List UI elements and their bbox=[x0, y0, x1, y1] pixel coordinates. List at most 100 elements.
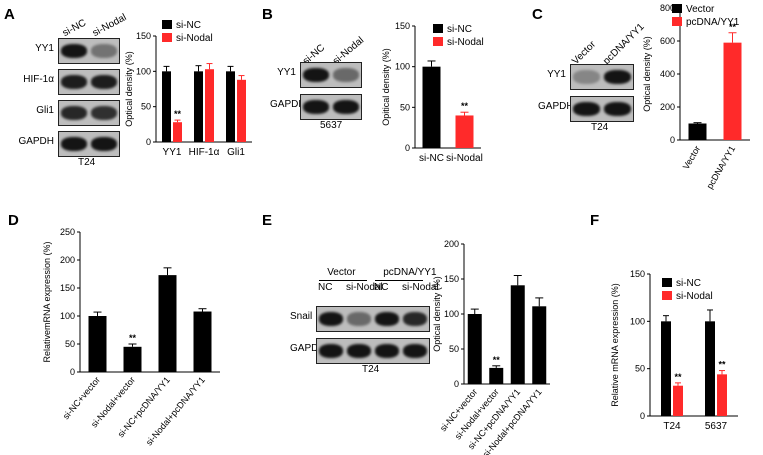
y-tick-label: 150 bbox=[136, 31, 151, 41]
y-tick-label: 150 bbox=[630, 269, 645, 279]
y-tick-label: 0 bbox=[146, 137, 151, 147]
significance-mark: ** bbox=[718, 360, 726, 370]
panel-letter-d: D bbox=[8, 212, 19, 229]
y-tick-label: 50 bbox=[400, 102, 410, 112]
bar bbox=[532, 306, 547, 384]
legend-label: Vector bbox=[686, 4, 715, 15]
blot-cell-line-caption: T24 bbox=[78, 157, 96, 168]
y-tick-label: 200 bbox=[444, 239, 459, 249]
blot-strip bbox=[300, 62, 362, 88]
y-tick-label: 100 bbox=[444, 309, 459, 319]
blot-strip bbox=[58, 38, 120, 64]
blot-band bbox=[319, 312, 343, 326]
bar bbox=[226, 71, 235, 142]
blot-row-label: YY1 bbox=[547, 69, 566, 80]
lane-label: si-NC bbox=[60, 17, 88, 39]
blot-band bbox=[61, 137, 87, 151]
blot-strip bbox=[570, 64, 634, 90]
bar bbox=[467, 314, 482, 384]
y-tick-label: 800 bbox=[660, 3, 675, 13]
y-tick-label: 200 bbox=[660, 102, 675, 112]
blot-band bbox=[91, 106, 117, 120]
y-axis-label: Optical density (%) bbox=[642, 36, 652, 112]
significance-mark: ** bbox=[174, 109, 182, 119]
legend-swatch bbox=[672, 17, 682, 26]
legend-label: pcDNA/YY1 bbox=[686, 17, 740, 28]
y-axis-label: Optical density (%) bbox=[432, 276, 442, 352]
y-tick-label: 0 bbox=[640, 411, 645, 421]
blot-band bbox=[61, 75, 87, 89]
x-tick-label: si-Nodal bbox=[446, 153, 483, 164]
bar bbox=[688, 123, 707, 140]
bar bbox=[173, 122, 182, 142]
blot-band bbox=[303, 68, 329, 82]
blot-band bbox=[319, 344, 343, 358]
x-tick-label: Vector bbox=[681, 144, 702, 171]
significance-mark: ** bbox=[674, 372, 682, 382]
x-tick-label: T24 bbox=[663, 421, 681, 432]
bar bbox=[422, 66, 441, 148]
bar bbox=[673, 385, 683, 416]
group-underline bbox=[375, 280, 423, 281]
y-tick-label: 100 bbox=[395, 62, 410, 72]
panel-letter-c: C bbox=[532, 6, 543, 23]
blot-band bbox=[604, 70, 631, 84]
y-tick-label: 200 bbox=[60, 255, 75, 265]
blot-band bbox=[573, 102, 600, 116]
legend-swatch bbox=[662, 278, 672, 287]
y-tick-label: 100 bbox=[136, 66, 151, 76]
blot-row-label: Snail bbox=[290, 311, 313, 322]
y-tick-label: 150 bbox=[60, 283, 75, 293]
group-underline bbox=[319, 280, 367, 281]
blot-band bbox=[333, 68, 359, 82]
y-tick-label: 50 bbox=[65, 339, 75, 349]
x-tick-label: pcDNA/YY1 bbox=[705, 144, 738, 191]
blot-strip bbox=[300, 94, 362, 120]
y-axis-label: Relative mRNA expression (%) bbox=[610, 283, 620, 407]
y-axis-label: Optical density (%) bbox=[124, 51, 134, 127]
bar bbox=[723, 42, 742, 140]
x-tick-label: HIF-1α bbox=[189, 147, 220, 158]
blot-band bbox=[573, 70, 600, 84]
blot-band bbox=[604, 102, 631, 116]
y-tick-label: 50 bbox=[141, 102, 151, 112]
significance-mark: ** bbox=[493, 355, 501, 365]
panel-letter-e: E bbox=[262, 212, 273, 229]
y-axis-label: Opitical density (%) bbox=[381, 48, 391, 126]
panel-letter-f: F bbox=[590, 212, 600, 229]
blot-row-label: GAPDH bbox=[290, 343, 326, 354]
panel-letter-b: B bbox=[262, 6, 273, 23]
legend-label: si-Nodal bbox=[447, 37, 484, 48]
x-tick-label: Gli1 bbox=[227, 147, 245, 158]
x-tick-label: si-NC bbox=[419, 153, 444, 164]
blot-strip bbox=[58, 69, 120, 95]
y-tick-label: 100 bbox=[60, 311, 75, 321]
blot-band bbox=[403, 312, 427, 326]
bar bbox=[717, 374, 727, 416]
lane-label: NC bbox=[318, 282, 333, 293]
blot-strip bbox=[58, 131, 120, 157]
blot-strip bbox=[316, 338, 430, 364]
bar bbox=[162, 71, 171, 142]
y-tick-label: 250 bbox=[60, 227, 75, 237]
legend-label: si-NC bbox=[176, 20, 201, 31]
bar bbox=[193, 311, 212, 372]
legend-label: si-Nodal bbox=[176, 33, 213, 44]
bar bbox=[705, 321, 715, 416]
bar bbox=[158, 275, 177, 372]
bar-chart-d: 0 50 100 150 200 250 RelativemRNA expression (… bbox=[42, 227, 220, 447]
bar bbox=[205, 69, 214, 142]
bar bbox=[489, 367, 504, 384]
legend-swatch bbox=[672, 4, 682, 13]
y-axis-label: RelativemRNA expression (%) bbox=[42, 241, 52, 362]
western-blot-a: si-NC si-Nodal YY1 HIF-1α Gli1 GAPDH T24 bbox=[0, 12, 127, 168]
y-tick-label: 0 bbox=[405, 143, 410, 153]
group-label: pcDNA/YY1 bbox=[383, 267, 437, 278]
lane-label: NC bbox=[374, 282, 389, 293]
blot-band bbox=[303, 100, 329, 114]
blot-cell-line-caption: T24 bbox=[362, 364, 380, 375]
blot-band bbox=[375, 344, 399, 358]
bar bbox=[194, 71, 203, 142]
